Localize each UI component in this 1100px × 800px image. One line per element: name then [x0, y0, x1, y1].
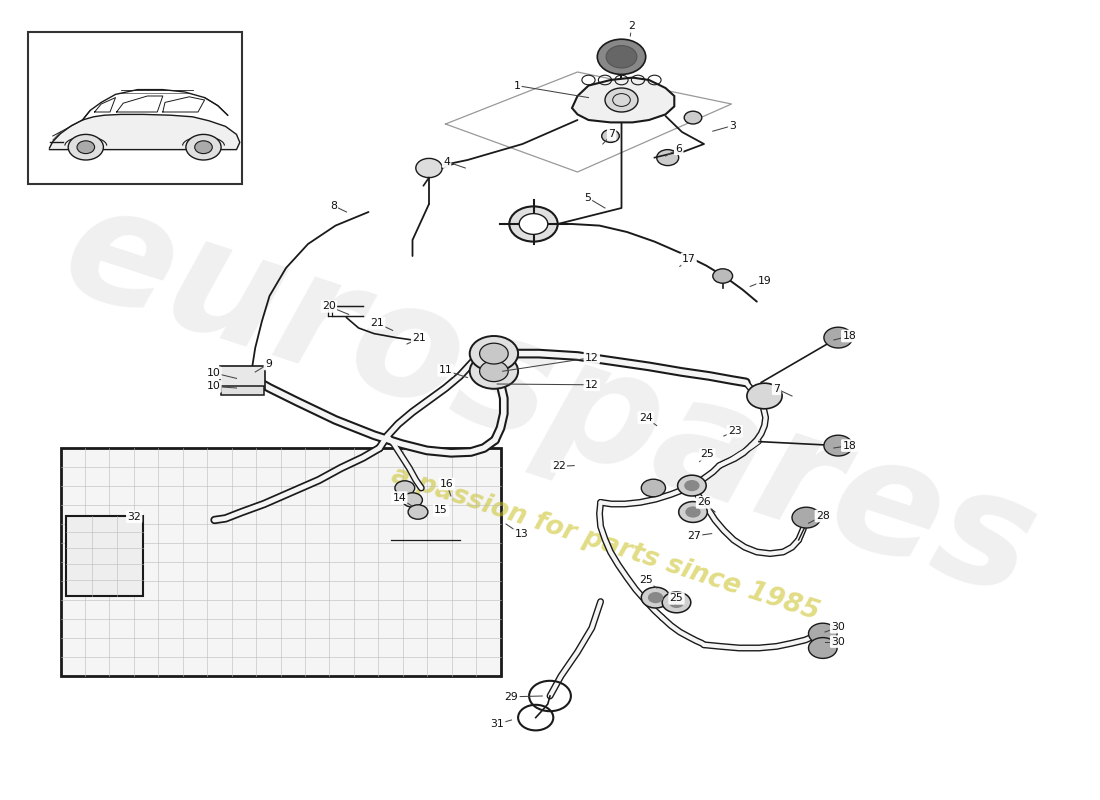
Circle shape: [408, 505, 428, 519]
Circle shape: [68, 134, 103, 160]
Text: 4: 4: [443, 157, 450, 166]
Text: 3: 3: [729, 121, 736, 130]
Circle shape: [605, 88, 638, 112]
Text: 1: 1: [514, 81, 520, 90]
Polygon shape: [50, 114, 240, 150]
Circle shape: [684, 480, 700, 491]
Circle shape: [597, 39, 646, 74]
Text: 25: 25: [670, 594, 683, 603]
Text: 9: 9: [265, 359, 272, 369]
Text: 14: 14: [393, 493, 406, 502]
Text: 30: 30: [832, 637, 845, 646]
Text: 26: 26: [697, 498, 711, 507]
Text: 6: 6: [675, 144, 682, 154]
Circle shape: [509, 206, 558, 242]
Text: 7: 7: [608, 130, 615, 139]
Circle shape: [713, 269, 733, 283]
Text: 28: 28: [816, 511, 829, 521]
Circle shape: [641, 587, 670, 608]
Circle shape: [195, 141, 212, 154]
Text: 30: 30: [832, 622, 845, 632]
Text: 29: 29: [505, 692, 518, 702]
Text: 15: 15: [434, 506, 448, 515]
Circle shape: [824, 435, 852, 456]
Text: 21: 21: [412, 334, 426, 343]
Circle shape: [808, 638, 837, 658]
Circle shape: [416, 158, 442, 178]
Circle shape: [678, 475, 706, 496]
Text: 18: 18: [843, 331, 856, 341]
Circle shape: [685, 506, 701, 518]
Text: 25: 25: [639, 575, 652, 585]
Text: 32: 32: [128, 512, 141, 522]
Text: 7: 7: [773, 384, 780, 394]
Circle shape: [657, 150, 679, 166]
Circle shape: [77, 141, 95, 154]
Circle shape: [684, 111, 702, 124]
Text: 10: 10: [207, 382, 220, 391]
Circle shape: [606, 46, 637, 68]
Text: 27: 27: [688, 531, 701, 541]
FancyBboxPatch shape: [221, 386, 264, 395]
Text: 19: 19: [758, 276, 771, 286]
Text: eurospares: eurospares: [46, 170, 1054, 630]
Circle shape: [186, 134, 221, 160]
Text: 8: 8: [330, 201, 337, 210]
Text: a passion for parts since 1985: a passion for parts since 1985: [387, 462, 823, 626]
Polygon shape: [572, 78, 674, 122]
Circle shape: [824, 327, 852, 348]
Text: 12: 12: [585, 353, 598, 362]
Circle shape: [808, 623, 837, 644]
Circle shape: [519, 214, 548, 234]
Circle shape: [470, 354, 518, 389]
FancyBboxPatch shape: [66, 516, 143, 596]
Circle shape: [395, 481, 415, 495]
Text: 2: 2: [628, 22, 635, 31]
FancyBboxPatch shape: [220, 366, 265, 390]
Text: 21: 21: [371, 318, 384, 328]
Text: 20: 20: [322, 302, 335, 311]
Circle shape: [679, 502, 707, 522]
Circle shape: [662, 592, 691, 613]
Text: 5: 5: [584, 193, 591, 202]
FancyBboxPatch shape: [28, 32, 242, 184]
Circle shape: [480, 343, 508, 364]
FancyBboxPatch shape: [60, 448, 500, 676]
Text: 23: 23: [728, 426, 741, 436]
Text: 22: 22: [552, 462, 565, 471]
Text: 18: 18: [843, 441, 856, 450]
Text: 13: 13: [515, 530, 528, 539]
Circle shape: [641, 479, 666, 497]
Circle shape: [403, 493, 422, 507]
Circle shape: [669, 597, 684, 608]
Text: 12: 12: [585, 380, 598, 390]
Circle shape: [480, 361, 508, 382]
Circle shape: [747, 383, 782, 409]
Circle shape: [602, 130, 619, 142]
Circle shape: [648, 592, 663, 603]
Text: 10: 10: [207, 368, 220, 378]
Text: 17: 17: [682, 254, 695, 264]
Text: 11: 11: [439, 366, 452, 375]
Circle shape: [470, 336, 518, 371]
Circle shape: [792, 507, 821, 528]
Text: 16: 16: [440, 479, 453, 489]
Text: 31: 31: [491, 719, 504, 729]
Text: 24: 24: [639, 413, 652, 422]
Text: 25: 25: [701, 450, 714, 459]
